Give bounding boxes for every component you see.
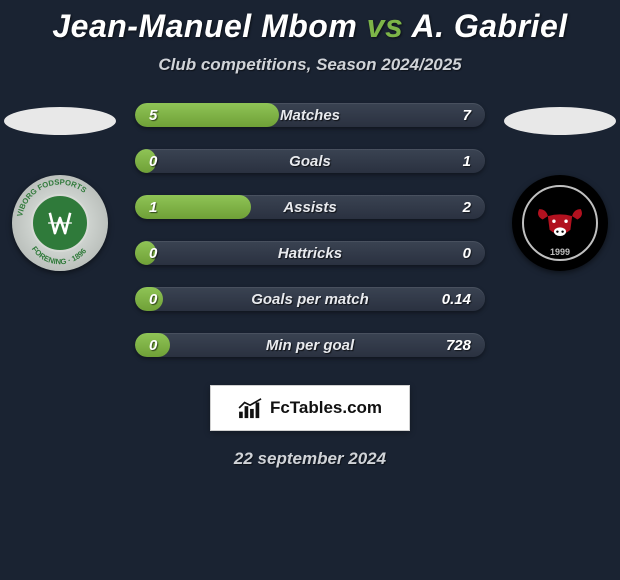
brand-text: FcTables.com [270,398,382,418]
date-text: 22 september 2024 [0,449,620,469]
right-team-badge: 1999 [512,175,608,271]
badge-year: 1999 [516,247,604,257]
stat-right-value: 0.14 [442,291,471,308]
left-player-silhouette [4,107,116,135]
stat-row: 0Min per goal728 [135,333,485,357]
stat-right-value: 2 [463,199,471,216]
stat-row: 0Goals1 [135,149,485,173]
comparison-title: Jean-Manuel Mbom vs A. Gabriel [0,0,620,45]
stat-label: Hattricks [135,245,485,262]
vs-text: vs [367,8,404,44]
stat-right-value: 728 [446,337,471,354]
player2-name: A. Gabriel [411,8,567,44]
bull-head-icon [534,203,586,243]
player1-name: Jean-Manuel Mbom [52,8,357,44]
right-team-column: 1999 [500,103,620,271]
stat-right-value: 7 [463,107,471,124]
stat-label: Matches [135,107,485,124]
stat-right-value: 0 [463,245,471,262]
svg-text:FORENING · 1896: FORENING · 1896 [30,245,88,267]
left-team-badge: VIBORG FODSPORTS FORENING · 1896 [12,175,108,271]
left-team-column: VIBORG FODSPORTS FORENING · 1896 [0,103,120,271]
stat-row: 5Matches7 [135,103,485,127]
stat-label: Assists [135,199,485,216]
svg-text:VIBORG FODSPORTS: VIBORG FODSPORTS [15,178,88,218]
stat-bars: 5Matches70Goals11Assists20Hattricks00Goa… [135,103,485,357]
right-player-silhouette [504,107,616,135]
stat-label: Goals per match [135,291,485,308]
stat-row: 0Goals per match0.14 [135,287,485,311]
brand-box[interactable]: FcTables.com [210,385,410,431]
stat-label: Min per goal [135,337,485,354]
subtitle: Club competitions, Season 2024/2025 [0,55,620,75]
stat-row: 1Assists2 [135,195,485,219]
stat-label: Goals [135,153,485,170]
stat-right-value: 1 [463,153,471,170]
fctables-logo-icon [238,397,264,419]
stat-row: 0Hattricks0 [135,241,485,265]
badge-ring-text: VIBORG FODSPORTS FORENING · 1896 [12,175,108,271]
content-area: VIBORG FODSPORTS FORENING · 1896 [0,103,620,357]
